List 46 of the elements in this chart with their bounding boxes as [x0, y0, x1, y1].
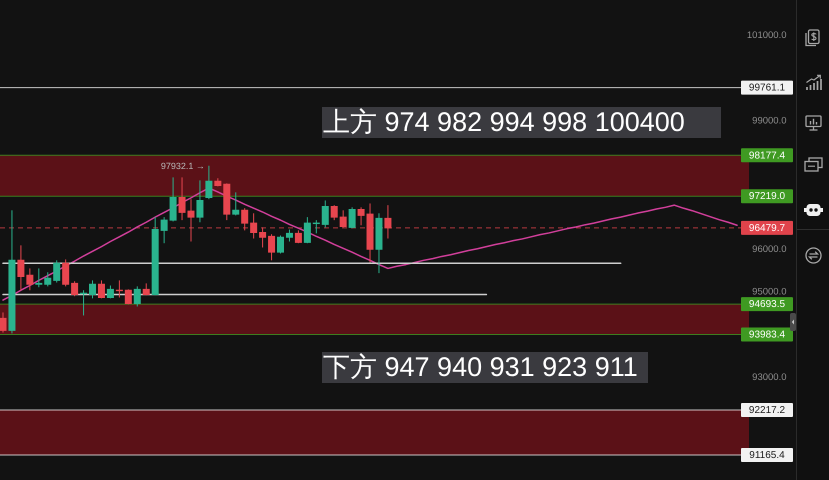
candlestick	[358, 206, 365, 226]
candlestick	[312, 220, 320, 234]
candlestick	[17, 244, 24, 291]
ref-line-label: 98177.4	[748, 150, 786, 162]
candlestick	[62, 258, 70, 287]
candlestick	[304, 216, 311, 244]
candlestick	[205, 165, 212, 200]
candlestick	[196, 180, 204, 223]
candlestick	[26, 268, 34, 291]
candlestick	[116, 280, 123, 298]
candlestick	[134, 286, 141, 307]
y-tick-label: 93000.0	[752, 372, 786, 384]
candlestick	[294, 230, 302, 244]
candlestick	[322, 200, 329, 228]
ref-line-label: 99761.1	[748, 82, 786, 94]
ref-line-label: 97219.0	[748, 191, 786, 202]
candlestick	[277, 235, 284, 254]
y-tick-label: 95000.0	[752, 286, 786, 298]
y-tick-label: 101000.0	[746, 30, 786, 42]
y-tick-label: 96000.0	[752, 244, 786, 255]
candlestick	[98, 280, 105, 299]
candlestick	[330, 204, 338, 221]
annotation: 97932.1 →	[160, 160, 205, 171]
ref-line-label: 94693.5	[748, 299, 786, 310]
ref-line-label: 91165.4	[749, 450, 786, 461]
candlestick	[106, 285, 114, 299]
candlestick	[232, 192, 240, 216]
candlestick	[0, 312, 6, 334]
annotation: 上方 974 982 994 998 100400	[322, 107, 721, 138]
candlestick	[89, 280, 96, 299]
candlestick	[80, 290, 88, 316]
y-tick-label: 99000.0	[752, 116, 786, 127]
candlestick	[178, 176, 186, 221]
candlestick	[71, 280, 78, 297]
candlestick	[170, 176, 177, 222]
candlestick	[268, 234, 276, 261]
candlestick	[124, 288, 132, 305]
ref-line-label: 92217.2	[748, 405, 786, 416]
ref-line-label: 93983.4	[748, 330, 786, 341]
ref-line-label: 96479.7	[748, 222, 786, 234]
annotation: 下方 947 940 931 923 911	[322, 352, 648, 383]
candlestick	[160, 216, 168, 244]
candlestick	[142, 282, 150, 296]
candlestick	[286, 229, 293, 242]
candlestick	[348, 206, 356, 229]
candlestick	[250, 212, 258, 240]
